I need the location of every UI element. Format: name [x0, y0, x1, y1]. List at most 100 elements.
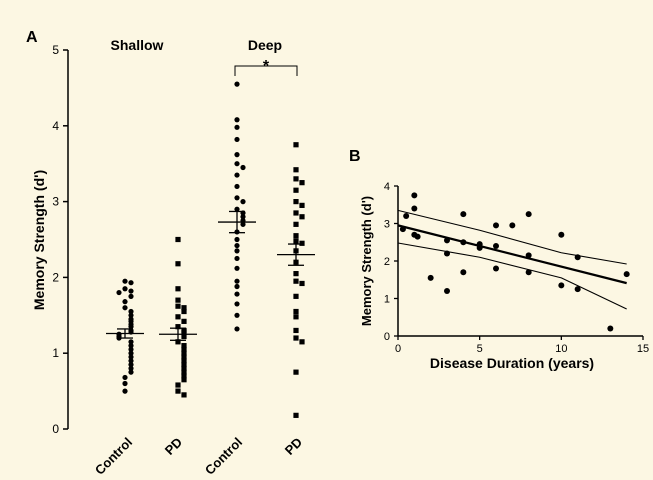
- a-data-point: [128, 312, 134, 318]
- a-data-point: [293, 210, 299, 216]
- a-data-point: [240, 199, 246, 205]
- b-data-point: [399, 226, 406, 233]
- a-data-point: [234, 255, 240, 262]
- a-data-point: [240, 221, 246, 227]
- a-data-point: [234, 117, 240, 123]
- a-data-point: [122, 388, 128, 394]
- a-data-point: [234, 291, 240, 297]
- a-data-point: [116, 289, 122, 296]
- a-data-point: [128, 324, 134, 330]
- a-data-point: [128, 288, 134, 294]
- significance-star: *: [263, 58, 270, 75]
- a-y-axis-label: Memory Strength (d'): [31, 170, 47, 310]
- a-data-point: [234, 312, 240, 318]
- b-data-point: [493, 243, 499, 249]
- b-y-tick-label: 1: [384, 294, 390, 306]
- b-data-point: [411, 192, 418, 199]
- a-data-point: [122, 305, 128, 311]
- a-data-point: [128, 308, 134, 315]
- x-label-control-shallow: Control: [92, 435, 135, 478]
- a-data-point: [293, 199, 299, 205]
- a-data-point: [293, 335, 299, 341]
- a-data-point: [234, 326, 240, 332]
- a-data-point: [128, 369, 134, 375]
- a-data-point: [293, 308, 299, 315]
- a-data-point: [181, 361, 187, 368]
- b-data-point: [476, 244, 483, 251]
- a-data-point: [175, 297, 181, 303]
- a-data-point: [234, 195, 240, 201]
- b-data-point: [607, 325, 614, 332]
- a-data-point: [234, 283, 240, 290]
- x-label-pd-shallow: PD: [162, 435, 185, 458]
- a-y-tick-label: 5: [52, 43, 59, 57]
- a-data-point: [181, 329, 187, 335]
- b-x-tick-label: 15: [637, 343, 649, 355]
- a-data-point: [293, 221, 299, 227]
- a-data-point: [122, 286, 128, 292]
- a-data-point: [293, 327, 299, 334]
- b-regression-lines: [397, 209, 627, 310]
- b-data-point: [444, 288, 450, 294]
- a-data-point: [234, 172, 240, 178]
- a-data-point: [299, 180, 305, 186]
- b-x-ticks: 0 5 10 15: [395, 336, 649, 355]
- a-data-point: [128, 350, 134, 356]
- a-y-tick-label: 0: [52, 422, 59, 436]
- a-data-point: [175, 314, 181, 320]
- a-data-point: [299, 214, 305, 220]
- a-data-point: [122, 299, 128, 305]
- a-data-point: [181, 308, 187, 315]
- a-data-point: [293, 233, 299, 239]
- b-data-point: [460, 269, 467, 276]
- b-data-point: [444, 250, 450, 257]
- a-data-point: [122, 380, 128, 387]
- a-data-point: [293, 278, 299, 284]
- a-data-point: [181, 318, 187, 324]
- a-data-point: [299, 240, 305, 246]
- a-data-point: [293, 238, 299, 244]
- b-data-point: [574, 254, 581, 261]
- b-data-point: [525, 211, 532, 218]
- b-data-point: [574, 286, 581, 293]
- b-x-tick-label: 5: [477, 343, 483, 355]
- a-data-point: [234, 206, 240, 212]
- a-data-point: [122, 278, 128, 284]
- a-data-point: [293, 187, 299, 193]
- a-y-tick-label: 3: [52, 195, 59, 209]
- a-data-point: [175, 388, 181, 394]
- a-data-point: [181, 392, 187, 398]
- panel-a-chart: 0 1 2 3 4 5 Memory Strength (d') Shallow Deep…: [31, 37, 315, 478]
- panel-b-chart: 0 1 2 3 4 0 5 10 15 Memory Strength (d') Diseas…: [359, 181, 649, 371]
- a-data-point: [175, 339, 181, 345]
- a-data-point: [181, 350, 187, 356]
- b-y-axis-label: Memory Strength (d'): [359, 196, 374, 326]
- b-data-point: [525, 252, 532, 259]
- a-data-point: [234, 136, 240, 143]
- b-y-tick-label: 3: [384, 219, 390, 231]
- a-data-point: [122, 374, 128, 381]
- x-label-pd-deep: PD: [282, 435, 305, 458]
- a-data-point: [175, 382, 181, 388]
- a-data-point: [181, 343, 187, 349]
- a-y-tick-label: 2: [52, 270, 59, 284]
- b-y-ticks: 0 1 2 3 4: [384, 181, 398, 343]
- a-data-point: [128, 346, 134, 353]
- a-data-point: [293, 271, 299, 277]
- a-data-point: [234, 81, 240, 87]
- a-data-point: [128, 365, 134, 371]
- a-data-point: [234, 242, 240, 249]
- a-data-point: [293, 314, 299, 320]
- a-data-point: [293, 142, 299, 148]
- a-data-point: [181, 354, 187, 360]
- a-data-point: [175, 286, 181, 292]
- a-data-point: [175, 236, 181, 243]
- b-data-point: [414, 233, 421, 240]
- a-data-point: [181, 373, 187, 379]
- b-data-point: [558, 282, 565, 289]
- confidence-band-upper: [397, 209, 627, 265]
- b-data-point: [427, 274, 434, 281]
- a-data-point: [234, 236, 240, 243]
- panel-a-label: A: [26, 29, 38, 46]
